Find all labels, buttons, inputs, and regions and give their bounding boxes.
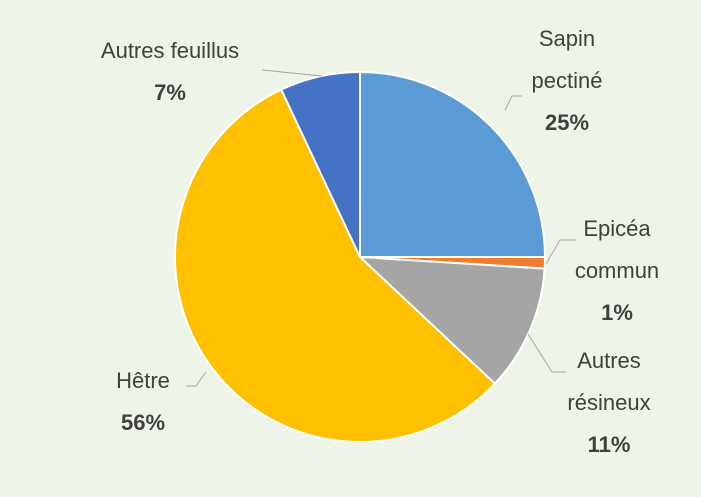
slice — [174, 88, 497, 443]
value-label: 7% — [154, 80, 186, 105]
slice — [357, 255, 546, 386]
leader-line — [504, 95, 522, 111]
slices — [174, 70, 547, 443]
data-label: Autres résineux 11% — [554, 340, 664, 466]
value-label: 25% — [544, 110, 590, 135]
value-label: 11% — [587, 432, 631, 457]
slice — [279, 70, 361, 258]
value-label: 1% — [601, 300, 633, 325]
leader-lines — [186, 69, 576, 387]
leader-line — [186, 371, 207, 387]
category-label: Sapin pectiné — [531, 26, 603, 93]
leader-line — [261, 69, 323, 77]
value-label: 56% — [120, 410, 166, 435]
data-label: Epicéa commun 1% — [567, 208, 667, 334]
category-label: Epicéa commun — [574, 216, 660, 283]
leader-line — [545, 239, 576, 265]
data-label: Autres feuillus 7% — [60, 30, 280, 114]
data-label: Hêtre 56% — [98, 360, 188, 444]
category-label: Hêtre — [116, 368, 170, 393]
data-label: Sapin pectiné 25% — [512, 18, 622, 144]
category-label: Autres résineux — [567, 348, 651, 415]
category-label: Autres feuillus — [100, 38, 240, 63]
slice — [359, 70, 547, 258]
leader-line — [527, 333, 566, 373]
